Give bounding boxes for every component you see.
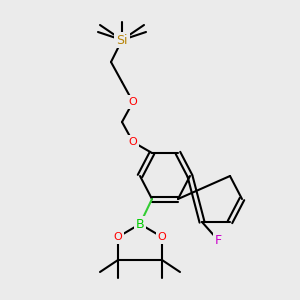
Text: Si: Si bbox=[116, 34, 128, 46]
Text: F: F bbox=[214, 233, 222, 247]
Text: B: B bbox=[136, 218, 144, 230]
Text: O: O bbox=[158, 232, 166, 242]
Text: O: O bbox=[129, 97, 137, 107]
Text: O: O bbox=[129, 137, 137, 147]
Text: O: O bbox=[114, 232, 122, 242]
